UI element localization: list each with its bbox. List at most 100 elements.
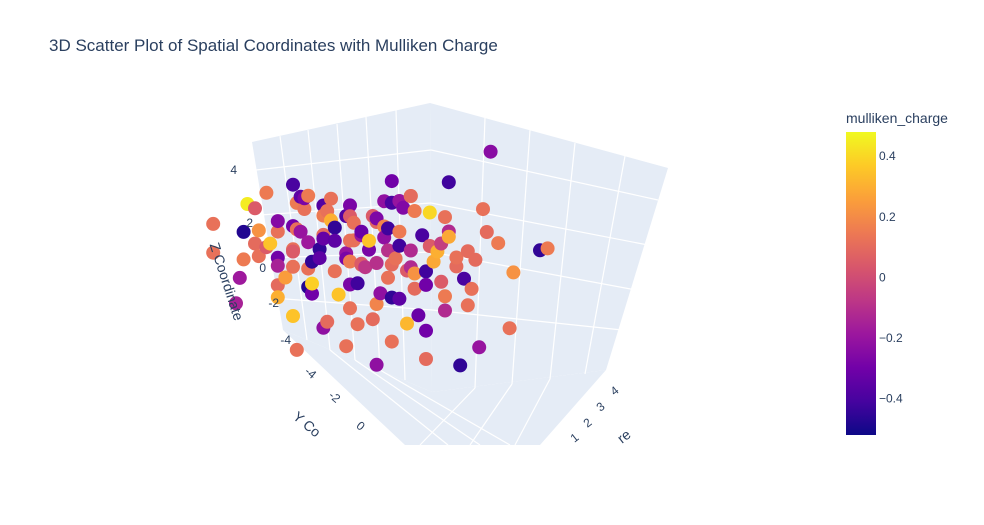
scatter-point[interactable] <box>381 221 395 236</box>
scatter-point[interactable] <box>236 252 251 267</box>
scatter-point[interactable] <box>479 225 494 239</box>
scatter-point[interactable] <box>441 229 456 244</box>
scatter-point[interactable] <box>400 316 414 331</box>
scatter-point[interactable] <box>320 314 335 329</box>
scatter-point[interactable] <box>248 201 262 216</box>
scatter-point[interactable] <box>441 175 456 190</box>
scatter-point[interactable] <box>278 270 293 285</box>
scatter-point[interactable] <box>419 323 433 338</box>
scatter-point[interactable] <box>468 252 483 267</box>
scatter-point[interactable] <box>289 342 304 357</box>
scatter-point[interactable] <box>476 202 490 217</box>
scatter-point[interactable] <box>403 243 418 258</box>
y-tick-label: -4 <box>302 364 319 382</box>
scatter-point[interactable] <box>483 144 498 159</box>
scatter-point[interactable] <box>248 236 262 251</box>
scatter-point[interactable] <box>407 204 422 218</box>
scatter-point[interactable] <box>491 236 506 251</box>
scatter-point[interactable] <box>434 274 449 289</box>
scatter-point[interactable] <box>365 312 380 327</box>
colorbar-title: mulliken_charge <box>846 110 948 126</box>
scatter-point[interactable] <box>286 309 300 323</box>
scatter-point[interactable] <box>388 251 403 266</box>
scatter-point[interactable] <box>297 202 312 216</box>
scatter-point[interactable] <box>350 276 365 291</box>
scatter-point[interactable] <box>316 231 331 246</box>
scatter-point[interactable] <box>392 224 407 239</box>
scatter-point[interactable] <box>251 223 266 238</box>
scatter-point[interactable] <box>419 352 433 366</box>
scatter-point[interactable] <box>301 188 316 203</box>
scatter-point[interactable] <box>438 303 452 318</box>
scatter-point[interactable] <box>449 250 464 265</box>
scatter-point[interactable] <box>259 185 274 200</box>
scatter-point[interactable] <box>350 317 365 332</box>
scatter-point[interactable] <box>396 200 411 215</box>
scatter-point[interactable] <box>343 254 357 269</box>
z-tick-label: 0 <box>259 261 266 275</box>
scatter-point[interactable] <box>286 244 300 259</box>
scatter-point[interactable] <box>438 289 452 304</box>
scatter-point[interactable] <box>293 224 308 239</box>
scatter-point[interactable] <box>232 270 247 285</box>
scatter-point[interactable] <box>464 281 479 296</box>
scatter-points[interactable] <box>206 144 555 373</box>
scatter-point[interactable] <box>384 174 399 189</box>
scatter-point[interactable] <box>373 286 388 301</box>
scatter-point[interactable] <box>460 298 475 313</box>
scatter-point[interactable] <box>270 214 285 229</box>
scatter-point[interactable] <box>339 339 354 354</box>
scatter-point[interactable] <box>415 228 430 243</box>
colorbar-tick-label: 0.2 <box>879 210 896 224</box>
scatter-point[interactable] <box>263 236 278 251</box>
scatter-point[interactable] <box>286 177 300 192</box>
scatter-point[interactable] <box>384 334 399 349</box>
scatter-point[interactable] <box>369 256 384 270</box>
scatter-point[interactable] <box>324 191 338 206</box>
scatter-point[interactable] <box>327 264 342 279</box>
scatter-point[interactable] <box>506 265 521 280</box>
scatter-point[interactable] <box>327 233 342 248</box>
x-tick-label: 1 <box>568 430 582 445</box>
scatter-point[interactable] <box>343 301 357 316</box>
scatter-point[interactable] <box>453 358 468 373</box>
scatter-point[interactable] <box>369 297 384 311</box>
scatter-point[interactable] <box>362 233 376 248</box>
scatter-point[interactable] <box>411 308 426 323</box>
scatter-point[interactable] <box>369 357 384 372</box>
scatter-point[interactable] <box>229 296 243 311</box>
scatter-point[interactable] <box>419 277 433 292</box>
scatter-point[interactable] <box>312 251 327 266</box>
scatter-point[interactable] <box>457 271 471 286</box>
colorbar-tick-label: −0.2 <box>879 331 903 345</box>
scatter-point[interactable] <box>236 224 251 239</box>
scatter-point[interactable] <box>286 259 300 274</box>
scatter-point[interactable] <box>502 321 517 336</box>
scatter-point[interactable] <box>407 281 422 296</box>
scatter-point[interactable] <box>305 286 319 301</box>
scatter-point[interactable] <box>419 264 433 279</box>
scatter-point[interactable] <box>305 276 319 291</box>
scatter-point[interactable] <box>206 245 221 260</box>
scatter-point[interactable] <box>472 340 487 355</box>
scatter-point[interactable] <box>343 198 357 213</box>
scatter-point[interactable] <box>301 235 316 250</box>
scatter-point[interactable] <box>206 216 221 231</box>
scatter-point[interactable] <box>270 290 285 305</box>
scatter-point[interactable] <box>407 266 422 281</box>
scatter-point[interactable] <box>270 258 285 273</box>
scatter-point[interactable] <box>270 224 285 239</box>
scatter-point[interactable] <box>422 205 437 220</box>
scatter-point[interactable] <box>327 220 342 235</box>
scene-3d[interactable] <box>206 103 668 446</box>
scatter-point[interactable] <box>540 241 555 256</box>
scatter-point[interactable] <box>331 287 346 302</box>
scatter-point[interactable] <box>358 260 373 275</box>
scatter-point[interactable] <box>392 291 407 306</box>
scatter-point[interactable] <box>392 238 407 253</box>
z-tick-label: -2 <box>268 296 279 310</box>
scatter-point[interactable] <box>438 210 452 225</box>
scatter-point[interactable] <box>403 189 418 203</box>
scatter-point[interactable] <box>381 270 395 285</box>
y-axis-title: Y Co <box>290 408 324 440</box>
